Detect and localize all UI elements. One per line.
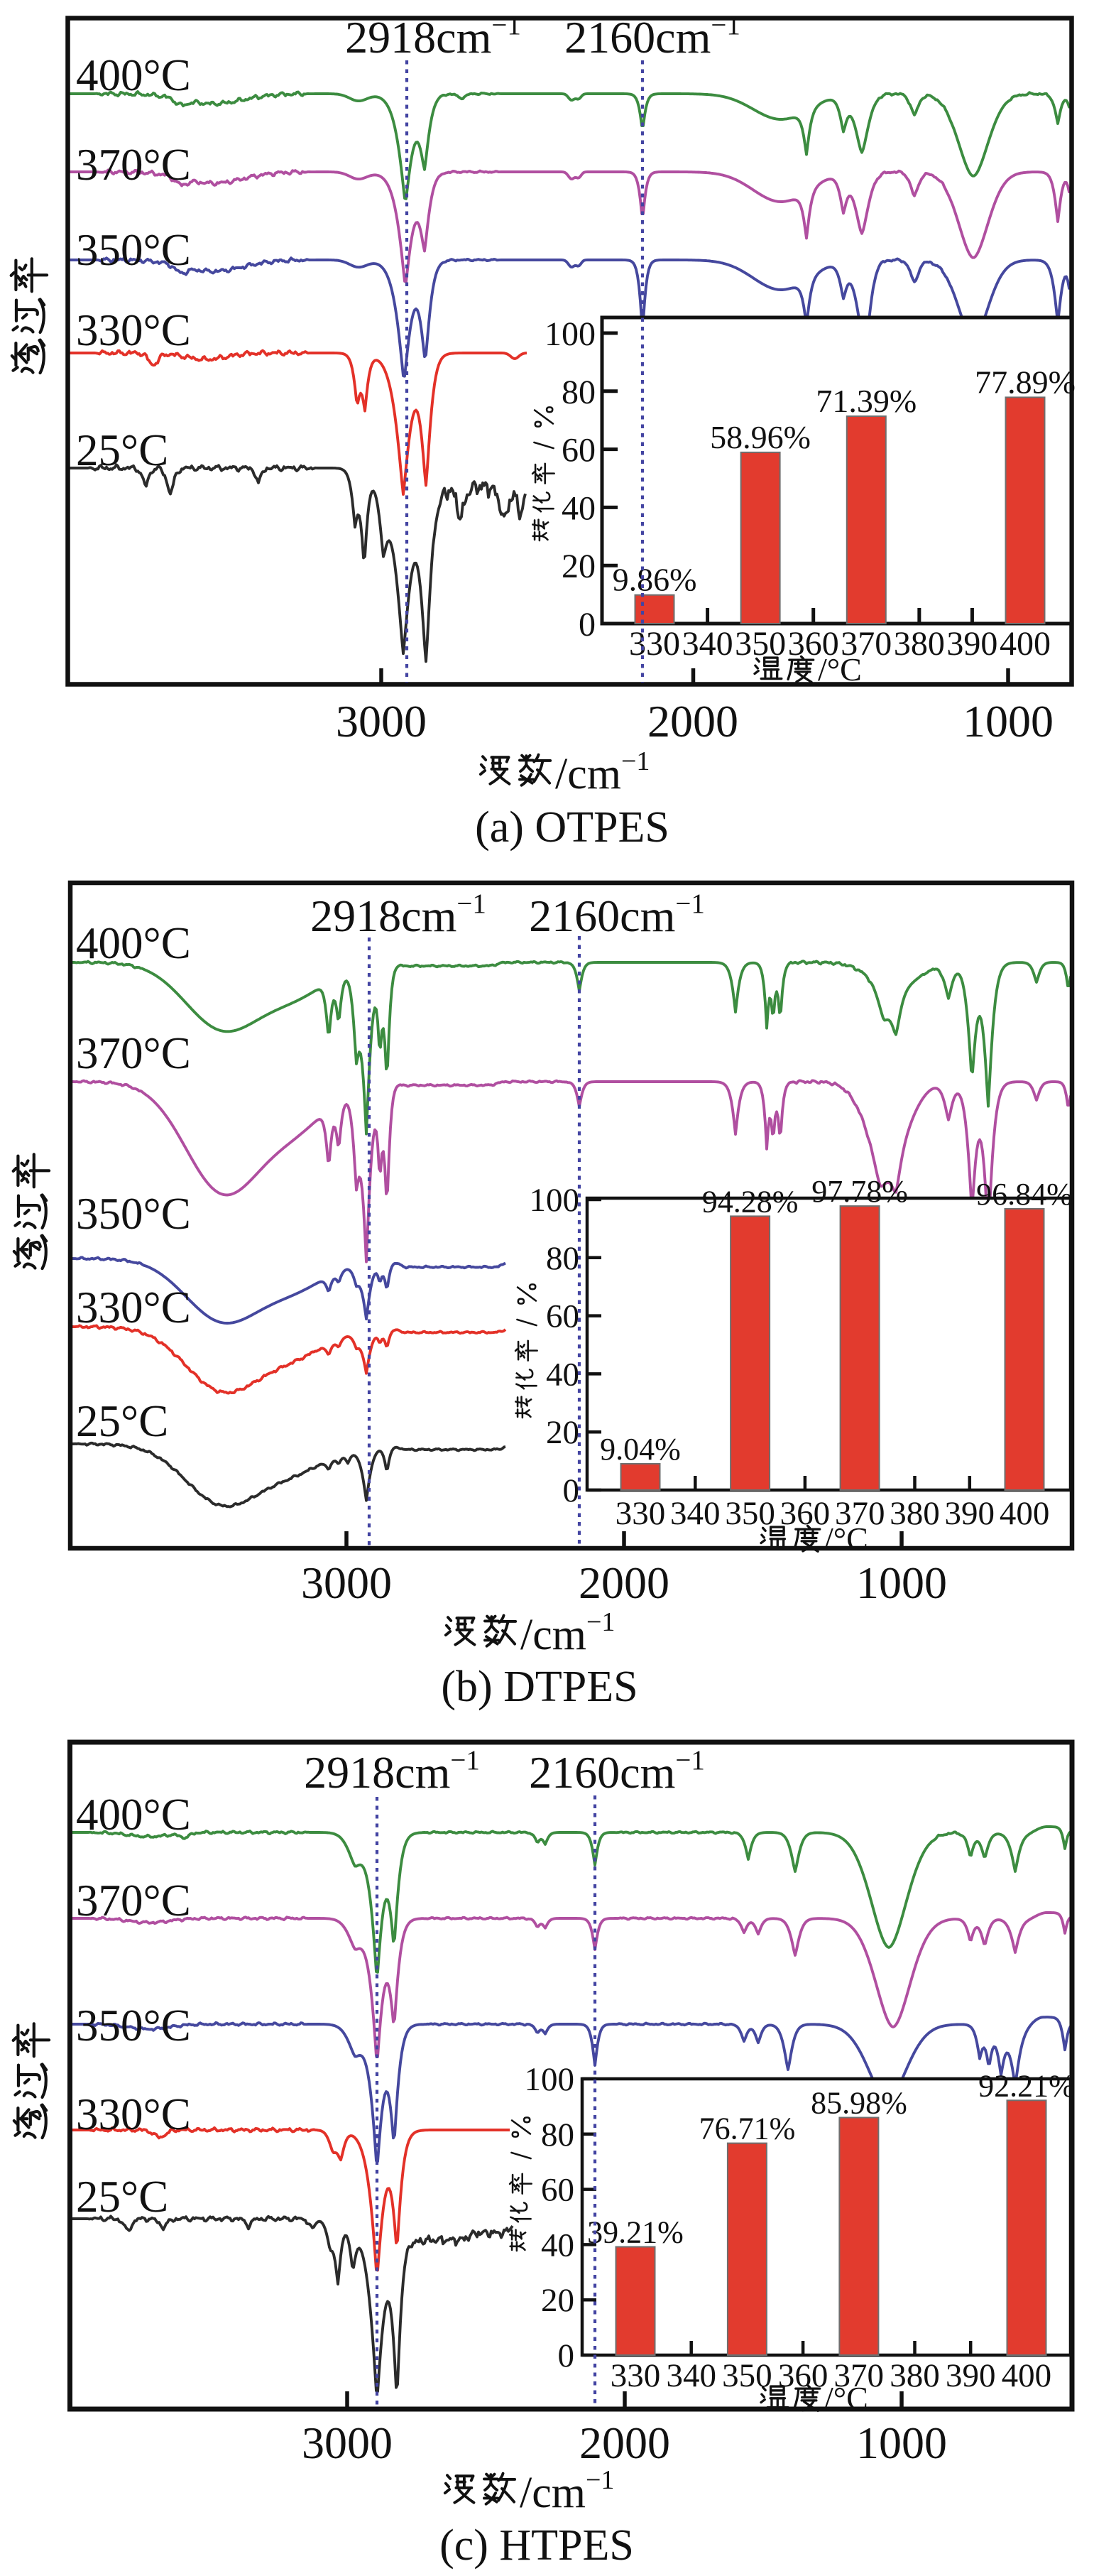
svg-text:/°C: /°C bbox=[824, 1521, 868, 1557]
svg-text:3000: 3000 bbox=[336, 696, 427, 746]
svg-text:76.71%: 76.71% bbox=[699, 2112, 796, 2146]
svg-text:80: 80 bbox=[562, 374, 596, 411]
svg-text:350°C: 350°C bbox=[76, 225, 191, 275]
svg-text:330: 330 bbox=[616, 1495, 666, 1532]
svg-text:60: 60 bbox=[541, 2172, 574, 2209]
svg-text:380: 380 bbox=[894, 625, 945, 663]
svg-text:330°C: 330°C bbox=[76, 2089, 191, 2139]
svg-text:20: 20 bbox=[546, 1414, 579, 1451]
svg-text:0: 0 bbox=[579, 606, 596, 643]
svg-text:92.21%: 92.21% bbox=[978, 2068, 1075, 2103]
svg-text:1000: 1000 bbox=[856, 2418, 947, 2468]
svg-text:360: 360 bbox=[788, 625, 839, 663]
svg-text:380: 380 bbox=[890, 1495, 940, 1532]
svg-text:2000: 2000 bbox=[579, 2418, 670, 2468]
svg-text:40: 40 bbox=[562, 489, 596, 527]
svg-text:97.78%: 97.78% bbox=[811, 1174, 908, 1209]
svg-text:330°C: 330°C bbox=[76, 305, 191, 355]
svg-text:58.96%: 58.96% bbox=[710, 419, 811, 455]
svg-text:25°C: 25°C bbox=[76, 2172, 168, 2222]
svg-text:2000: 2000 bbox=[647, 696, 738, 746]
svg-text:2160cm−1: 2160cm−1 bbox=[529, 888, 705, 941]
svg-text:370: 370 bbox=[835, 1495, 885, 1532]
svg-text:370°C: 370°C bbox=[76, 1028, 191, 1078]
svg-text:100: 100 bbox=[530, 1182, 580, 1219]
svg-text:(a) OTPES: (a) OTPES bbox=[475, 803, 669, 852]
svg-text:400°C: 400°C bbox=[76, 50, 191, 100]
svg-text:85.98%: 85.98% bbox=[811, 2086, 907, 2121]
svg-text:350: 350 bbox=[735, 625, 786, 663]
svg-text:3000: 3000 bbox=[302, 2418, 393, 2468]
svg-text:(c) HTPES: (c) HTPES bbox=[439, 2521, 634, 2570]
svg-text:400: 400 bbox=[1002, 2357, 1052, 2394]
svg-text:360: 360 bbox=[780, 1495, 831, 1532]
svg-text:370°C: 370°C bbox=[76, 140, 191, 190]
svg-text:340: 340 bbox=[682, 625, 733, 663]
svg-text:350°C: 350°C bbox=[76, 2001, 191, 2050]
svg-text:400: 400 bbox=[1000, 1495, 1050, 1532]
svg-text:9.86%: 9.86% bbox=[613, 562, 697, 598]
svg-text:80: 80 bbox=[546, 1240, 579, 1277]
svg-text:/°C: /°C bbox=[818, 651, 862, 688]
svg-text:400°C: 400°C bbox=[76, 918, 191, 968]
svg-text:71.39%: 71.39% bbox=[816, 383, 917, 419]
svg-text:390: 390 bbox=[945, 1495, 995, 1532]
svg-text:39.21%: 39.21% bbox=[587, 2214, 684, 2249]
svg-text:370: 370 bbox=[834, 2357, 885, 2394]
svg-text:60: 60 bbox=[562, 432, 596, 469]
svg-text:2000: 2000 bbox=[579, 1558, 669, 1608]
svg-text:20: 20 bbox=[541, 2282, 574, 2319]
svg-text:94.28%: 94.28% bbox=[702, 1184, 799, 1219]
svg-text:400: 400 bbox=[1000, 625, 1051, 663]
svg-text:340: 340 bbox=[670, 1495, 721, 1532]
svg-text:0: 0 bbox=[558, 2337, 575, 2374]
svg-text:350: 350 bbox=[725, 1495, 775, 1532]
svg-text:330°C: 330°C bbox=[76, 1283, 191, 1332]
svg-text:60: 60 bbox=[546, 1298, 579, 1335]
svg-text:40: 40 bbox=[546, 1356, 579, 1393]
svg-text:380: 380 bbox=[890, 2357, 940, 2394]
svg-text:100: 100 bbox=[525, 2061, 575, 2098]
svg-text:9.04%: 9.04% bbox=[600, 1432, 681, 1467]
svg-text:20: 20 bbox=[562, 548, 596, 585]
svg-text:1000: 1000 bbox=[963, 696, 1054, 746]
svg-text:0: 0 bbox=[563, 1472, 580, 1509]
svg-text:350°C: 350°C bbox=[76, 1189, 191, 1239]
svg-text:96.84%: 96.84% bbox=[976, 1177, 1073, 1212]
svg-text:340: 340 bbox=[666, 2357, 716, 2394]
svg-text:400°C: 400°C bbox=[76, 1790, 191, 1839]
svg-text:25°C: 25°C bbox=[76, 425, 168, 475]
svg-text:1000: 1000 bbox=[856, 1558, 947, 1608]
svg-text:100: 100 bbox=[545, 315, 596, 353]
svg-text:370: 370 bbox=[841, 625, 892, 663]
svg-text:3000: 3000 bbox=[301, 1558, 392, 1608]
svg-text:/cm−1: /cm−1 bbox=[555, 746, 650, 798]
svg-text:40: 40 bbox=[541, 2227, 574, 2263]
svg-text:390: 390 bbox=[946, 625, 997, 663]
svg-text:370°C: 370°C bbox=[76, 1876, 191, 1925]
svg-text:77.89%: 77.89% bbox=[975, 364, 1076, 400]
svg-text:25°C: 25°C bbox=[76, 1396, 168, 1446]
svg-text:390: 390 bbox=[946, 2357, 996, 2394]
svg-text:(b) DTPES: (b) DTPES bbox=[441, 1663, 638, 1711]
svg-text:80: 80 bbox=[541, 2116, 574, 2153]
svg-text:/°C: /°C bbox=[824, 2380, 868, 2416]
svg-text:330: 330 bbox=[629, 625, 680, 663]
svg-text:330: 330 bbox=[611, 2357, 661, 2394]
